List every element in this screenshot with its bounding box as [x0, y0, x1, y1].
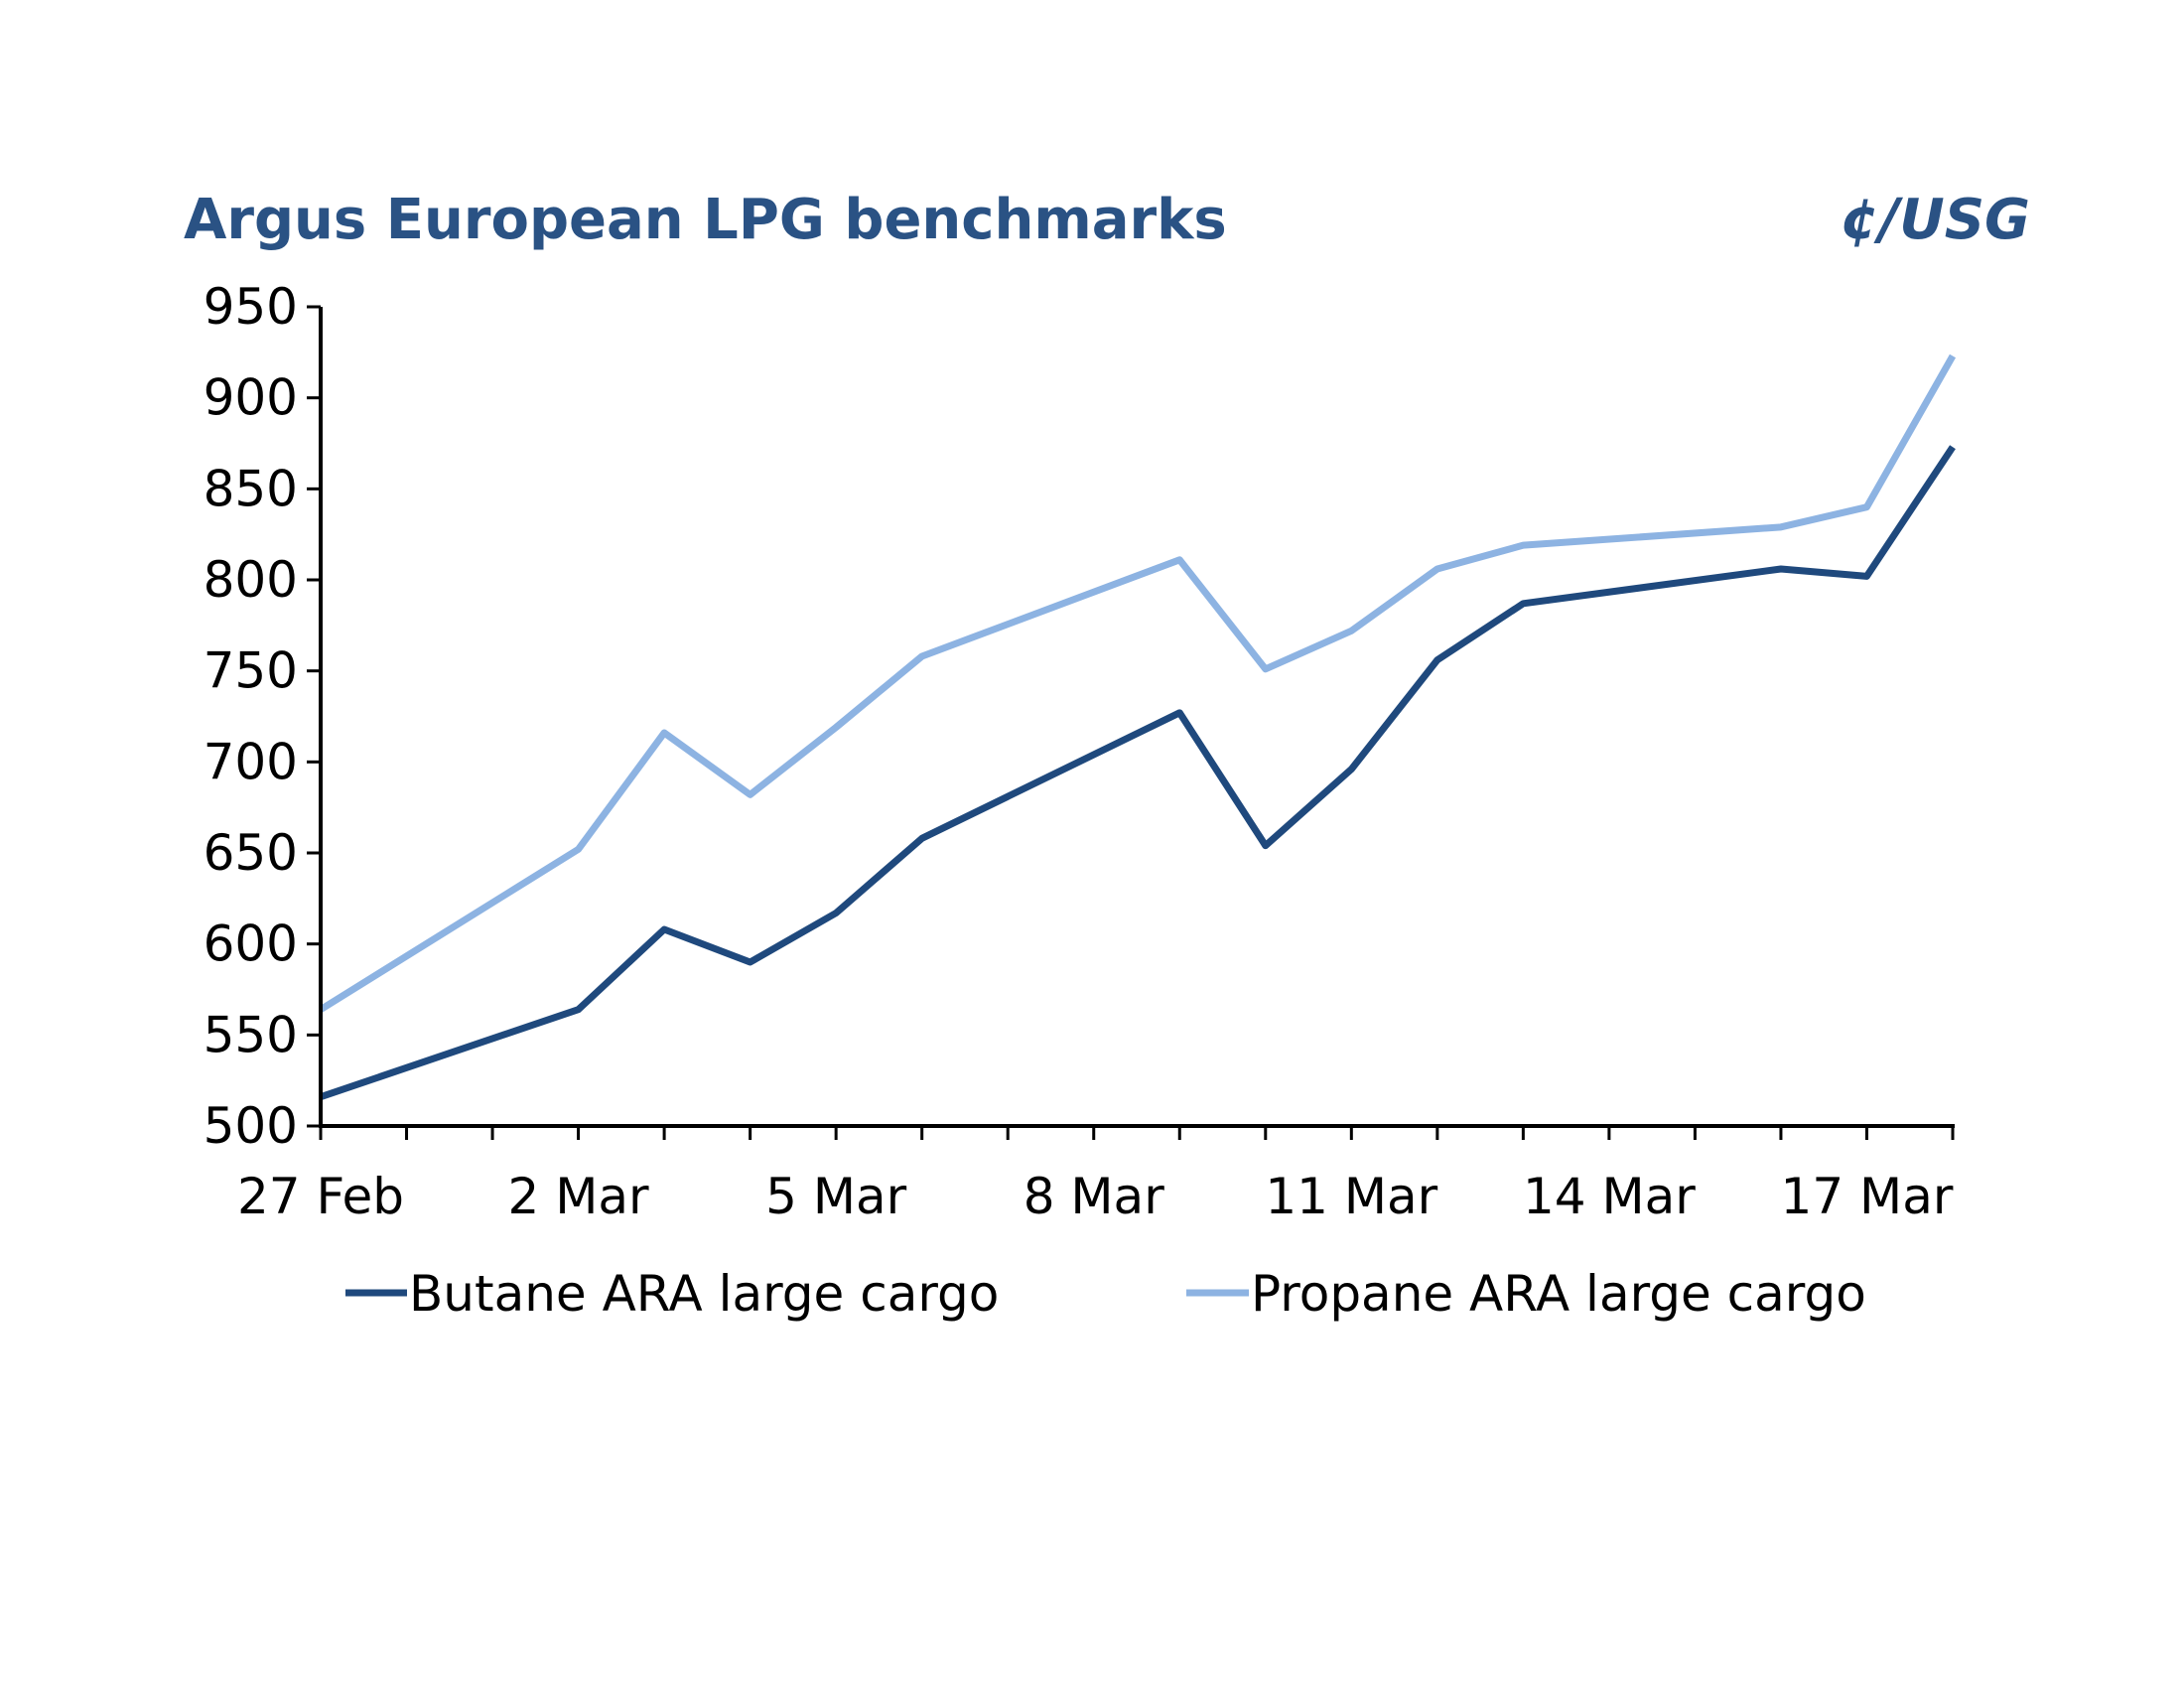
y-tick-label: 650: [204, 824, 298, 882]
x-tick-label: 5 Mar: [765, 1168, 906, 1225]
legend-label-propane: Propane ARA large cargo: [1251, 1265, 1866, 1323]
x-tick-label: 8 Mar: [1024, 1168, 1164, 1225]
y-tick-label: 550: [204, 1006, 298, 1063]
y-tick-label: 500: [204, 1097, 298, 1155]
x-tick-label: 17 Mar: [1781, 1168, 1954, 1225]
y-tick-label: 900: [204, 369, 298, 427]
series-line-propane: [319, 353, 1957, 1013]
y-tick-label: 850: [204, 460, 298, 517]
series-line-butane: [319, 445, 1956, 1100]
x-tick-label: 2 Mar: [508, 1168, 649, 1225]
y-tick-label: 950: [204, 278, 298, 336]
units-label: ¢/USG: [1841, 188, 2030, 252]
x-tick-label: 27 Feb: [237, 1168, 404, 1225]
x-tick-label: 11 Mar: [1265, 1168, 1437, 1225]
x-tick-label: 14 Mar: [1523, 1168, 1696, 1225]
y-tick-label: 700: [204, 733, 298, 790]
y-tick-label: 800: [204, 551, 298, 609]
y-tick-label: 750: [204, 642, 298, 700]
legend: Butane ARA large cargo Propane ARA large…: [345, 1265, 1866, 1323]
y-tick-label: 600: [204, 915, 298, 973]
chart-title: Argus European LPG benchmarks: [184, 188, 1227, 252]
legend-label-butane: Butane ARA large cargo: [409, 1265, 999, 1323]
